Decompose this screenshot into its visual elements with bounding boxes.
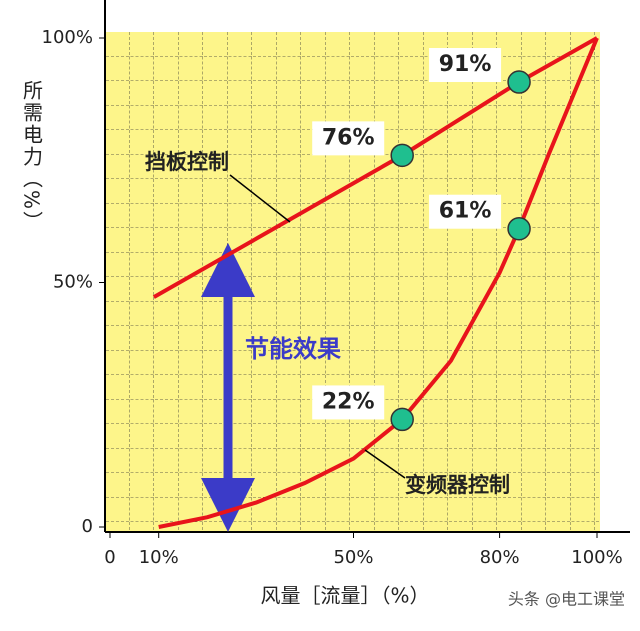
watermark: 头条 @电工课堂: [508, 590, 625, 609]
y-axis-label: 所需电力（%）: [20, 80, 44, 233]
x-tick-label: 50%: [333, 547, 373, 568]
x-tick-label: 0: [104, 547, 115, 568]
x-tick-label: 100%: [571, 547, 622, 568]
label-box: [429, 48, 502, 83]
line: [152, 36, 598, 299]
series-label: 挡板控制: [145, 150, 229, 174]
label-box: [429, 194, 502, 229]
series-label: 变频器控制: [405, 473, 510, 497]
x-tick-label: 80%: [480, 547, 520, 568]
value-label: 22%: [322, 389, 375, 414]
point: [390, 407, 414, 432]
point: [390, 143, 414, 168]
value-label: 76%: [322, 125, 375, 150]
y-tick-label: 100%: [42, 27, 93, 48]
point: [507, 70, 531, 94]
annotation: 节能效果: [245, 335, 341, 363]
x-axis-label: 风量［流量］（%）: [260, 584, 429, 608]
leader: [229, 174, 291, 223]
y-tick-label: 50%: [53, 272, 93, 293]
value-label: 91%: [439, 52, 492, 77]
label-box: [312, 385, 385, 420]
point: [507, 216, 531, 241]
x-tick-label: 10%: [139, 547, 179, 568]
leader: [364, 449, 406, 479]
y-tick-label: 0: [82, 516, 93, 537]
label-box: [312, 121, 385, 156]
value-label: 61%: [439, 199, 492, 224]
grid-pattern: [105, 32, 600, 532]
